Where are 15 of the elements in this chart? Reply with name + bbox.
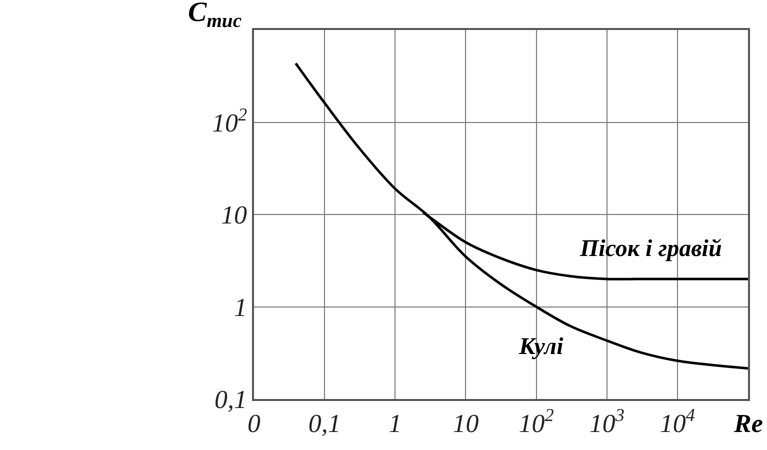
x-tick-label: 10$^{3}$ xyxy=(589,405,624,438)
y-tick-label: 10$^{2}$ xyxy=(212,104,248,138)
x-tick-label: 10$^{4}$ xyxy=(660,405,695,438)
series-label: Кулі xyxy=(518,334,564,360)
y-tick-label: 1 xyxy=(234,292,248,322)
x-axis-title: Re xyxy=(733,409,763,438)
x-tick-label: 10$^{2}$ xyxy=(518,405,554,438)
y-tick-label: 0,1 xyxy=(214,385,248,414)
y-tick-label: 10 xyxy=(221,200,248,230)
x-tick-label: 0 xyxy=(248,408,260,438)
x-tick-label: 0,1 xyxy=(308,408,341,438)
y-axis-title: C$_{тис}$ xyxy=(188,0,242,32)
x-tick-label: 1 xyxy=(388,408,402,438)
x-tick-label: 10 xyxy=(452,408,479,438)
series-label: Пісок і гравій xyxy=(579,236,722,262)
